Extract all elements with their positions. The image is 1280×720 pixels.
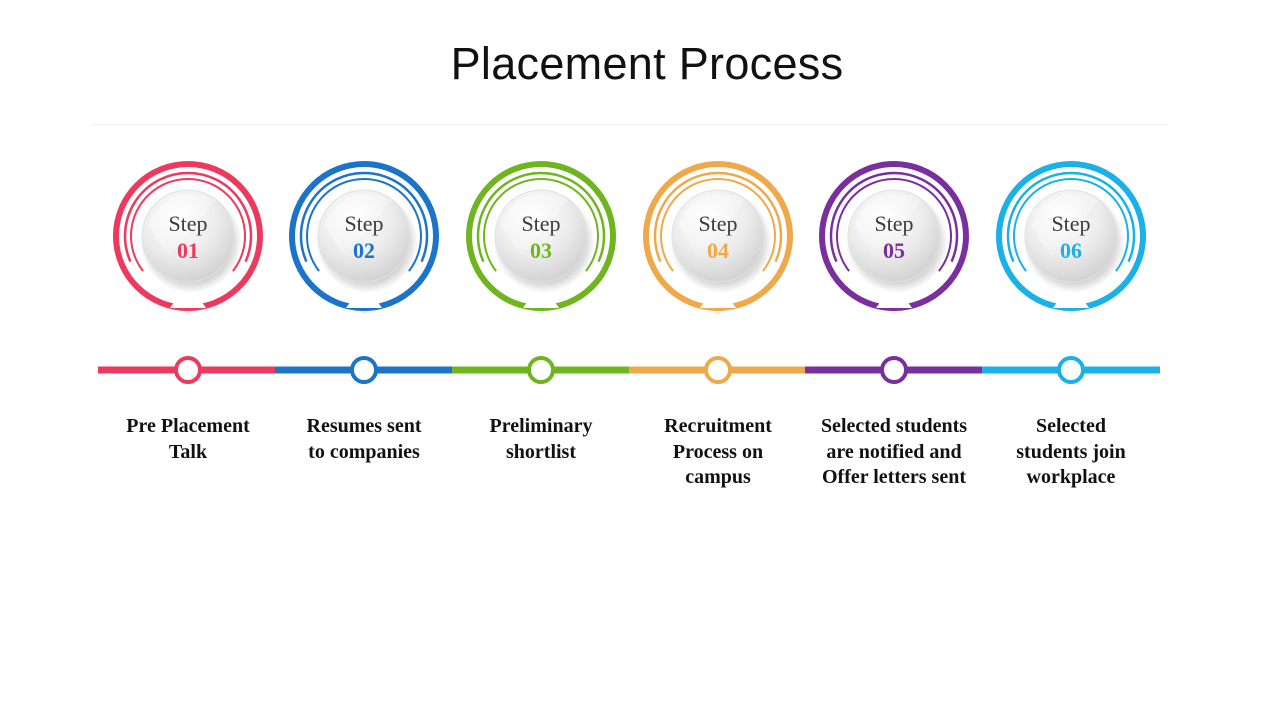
badge-inner-ring — [306, 178, 422, 272]
step-label-6: Selected students join workplace — [971, 414, 1171, 491]
badge-middle-ring — [299, 171, 429, 263]
timeline-node — [174, 356, 202, 384]
badge-middle-ring — [476, 171, 606, 263]
badge-gloss — [678, 193, 746, 256]
badge-gap — [346, 291, 382, 308]
step-word: Step — [521, 211, 560, 236]
step-label-line: Selected students — [820, 415, 968, 437]
step-label-line: Talk — [168, 440, 208, 463]
step-word: Step — [344, 211, 383, 236]
step-label-line: Selected — [1036, 415, 1106, 437]
step-label-line: Process on — [672, 440, 764, 463]
badge-gloss — [1031, 193, 1099, 256]
step-label-line: shortlist — [506, 440, 576, 463]
badge-inner-ring — [1013, 178, 1129, 272]
badge-inner-ring — [836, 178, 952, 272]
step-number: 04 — [707, 238, 729, 263]
badge-inner-ring — [130, 178, 246, 272]
badge-middle-ring — [653, 171, 783, 263]
step-number: 06 — [1060, 238, 1082, 263]
step-label-line: Offer letters sent — [821, 466, 966, 488]
badge-gloss — [324, 193, 392, 256]
step-label-5: Selected students are notified and Offer l… — [794, 414, 994, 491]
step-label-line: to companies — [308, 440, 420, 463]
badge-inner-ring — [483, 178, 599, 272]
step-number: 02 — [353, 238, 375, 263]
step-label-1: Pre Placement Talk — [88, 414, 288, 465]
step-label-3: Preliminary shortlist — [441, 414, 641, 465]
step-label-line: campus — [685, 466, 751, 488]
badge-gap — [170, 291, 206, 308]
step-label-line: are notified and — [826, 440, 962, 463]
badge-middle-ring — [123, 171, 253, 263]
badge-gloss — [854, 193, 922, 256]
timeline-node — [880, 356, 908, 384]
badge-gap — [700, 291, 736, 308]
step-label-line: Recruitment — [664, 415, 772, 437]
step-label-line: Preliminary — [489, 415, 593, 437]
badge-gap — [876, 291, 912, 308]
badge-gap — [523, 291, 559, 308]
step-word: Step — [874, 211, 913, 236]
step-label-line: students join — [1016, 440, 1126, 463]
step-word: Step — [168, 211, 207, 236]
step-word: Step — [698, 211, 737, 236]
timeline-node — [527, 356, 555, 384]
step-label-4: Recruitment Process on campus — [618, 414, 818, 491]
timeline-node — [1057, 356, 1085, 384]
step-label-line: Resumes sent — [306, 415, 422, 437]
timeline-node — [704, 356, 732, 384]
step-number: 03 — [530, 238, 552, 263]
step-number: 05 — [883, 238, 905, 263]
badge-gloss — [148, 193, 216, 256]
step-label-line: Pre Placement — [126, 415, 250, 437]
title-divider — [92, 124, 1167, 125]
step-number: 01 — [177, 238, 199, 263]
badge-gloss — [501, 193, 569, 256]
badge-inner-ring — [660, 178, 776, 272]
badge-middle-ring — [1006, 171, 1136, 263]
step-label-line: workplace — [1026, 466, 1116, 488]
badge-middle-ring — [829, 171, 959, 263]
slide-title: Placement Process — [450, 38, 844, 89]
step-label-2: Resumes sent to companies — [264, 414, 464, 465]
step-word: Step — [1051, 211, 1090, 236]
badge-gap — [1053, 291, 1089, 308]
timeline-node — [350, 356, 378, 384]
